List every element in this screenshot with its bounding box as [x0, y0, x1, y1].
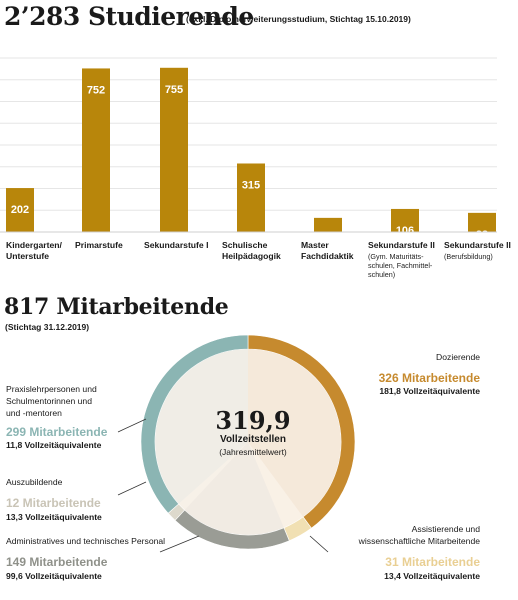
bar-value-label: 752	[87, 84, 105, 96]
slice-fte-administratives: 99,6 Vollzeitäquivalente	[6, 571, 102, 581]
leader-line	[309, 535, 329, 553]
donut-slice	[140, 334, 249, 514]
leader-line	[117, 418, 147, 433]
slice-label-auszubildende: Auszubildende	[6, 477, 63, 487]
category-label: Primarstufe	[75, 240, 123, 250]
bar	[6, 188, 34, 232]
slice-label-assistierende-2: wissenschaftliche Mitarbeitende	[358, 536, 480, 546]
category-label: Fachdidaktik	[301, 251, 354, 261]
slice-count-administratives: 149 Mitarbeitende	[6, 555, 108, 569]
donut-slice-tint	[178, 442, 248, 511]
category-note: (Gym. Maturitäts-	[368, 252, 424, 261]
bar	[468, 212, 496, 232]
leader-line	[117, 481, 147, 496]
center-value: 319,9	[215, 406, 291, 435]
category-label: Schulische	[222, 240, 268, 250]
bar-value-label: 315	[242, 179, 260, 191]
bar-value-label: 106	[396, 225, 414, 236]
bar-value-label: 65	[322, 234, 334, 236]
category-label: Sekundarstufe I	[144, 240, 209, 250]
category-note: schulen)	[368, 270, 396, 279]
slice-fte-auszubildende: 13,3 Vollzeitäquivalente	[6, 512, 102, 522]
bar	[391, 208, 419, 232]
center-note: (Jahresmittelwert)	[219, 447, 287, 457]
slice-label-praxis-3: und -mentoren	[6, 408, 62, 418]
donut-slice-tint	[248, 442, 304, 528]
students-bar-chart: 2027527553156510688	[0, 57, 497, 236]
bar	[237, 163, 265, 232]
category-note: schulen, Fachmittel-	[368, 261, 433, 270]
leader-line	[159, 535, 200, 553]
bar	[82, 68, 110, 232]
staff-subtitle: (Stichtag 31.12.2019)	[5, 322, 90, 332]
slice-label-administratives: Administratives und technisches Personal	[6, 536, 166, 546]
slice-count-auszubildende: 12 Mitarbeitende	[6, 496, 101, 510]
students-subtitle: (exkl. Diplomerweiterungsstudium, Sticht…	[186, 14, 411, 24]
bar	[314, 217, 342, 232]
center-label: Vollzeitstellen	[220, 434, 286, 445]
category-label: Sekundarstufe II	[444, 240, 511, 250]
category-label: Unterstufe	[6, 251, 49, 261]
category-label: Kindergarten/	[6, 240, 62, 250]
bar-value-label: 202	[11, 204, 29, 216]
category-note: (Berufsbildung)	[444, 252, 493, 261]
staff-title: 817 Mitarbeitende	[4, 294, 229, 320]
slice-fte-assistierende: 13,4 Vollzeitäquivalente	[384, 571, 480, 581]
slice-label-praxis-2: Schulmentorinnen und	[6, 396, 92, 406]
slice-count-dozierende: 326 Mitarbeitende	[378, 371, 480, 385]
slice-fte-dozierende: 181,8 Vollzeitäquivalente	[379, 386, 480, 396]
slice-label-praxis-1: Praxislehrpersonen und	[6, 384, 97, 394]
slice-count-praxis: 299 Mitarbeitende	[6, 425, 108, 439]
donut-slice-tint	[184, 442, 284, 535]
donut-slice-tint	[248, 349, 341, 517]
category-label: Master	[301, 240, 329, 250]
bar-value-label: 755	[165, 84, 183, 96]
bar	[160, 67, 188, 232]
slice-label-assistierende-1: Assistierende und	[411, 524, 480, 534]
donut-inner-background	[155, 349, 341, 535]
slice-fte-praxis: 11,8 Vollzeitäquivalente	[6, 440, 102, 450]
category-label: Heilpädagogik	[222, 251, 281, 261]
staff-donut-chart	[140, 334, 356, 550]
slice-label-dozierende: Dozierende	[436, 352, 480, 362]
slice-count-assistierende: 31 Mitarbeitende	[385, 555, 480, 569]
donut-slice-tint	[155, 349, 248, 504]
category-label: Sekundarstufe II	[368, 240, 435, 250]
students-title: 2’283 Studierende	[4, 2, 254, 31]
